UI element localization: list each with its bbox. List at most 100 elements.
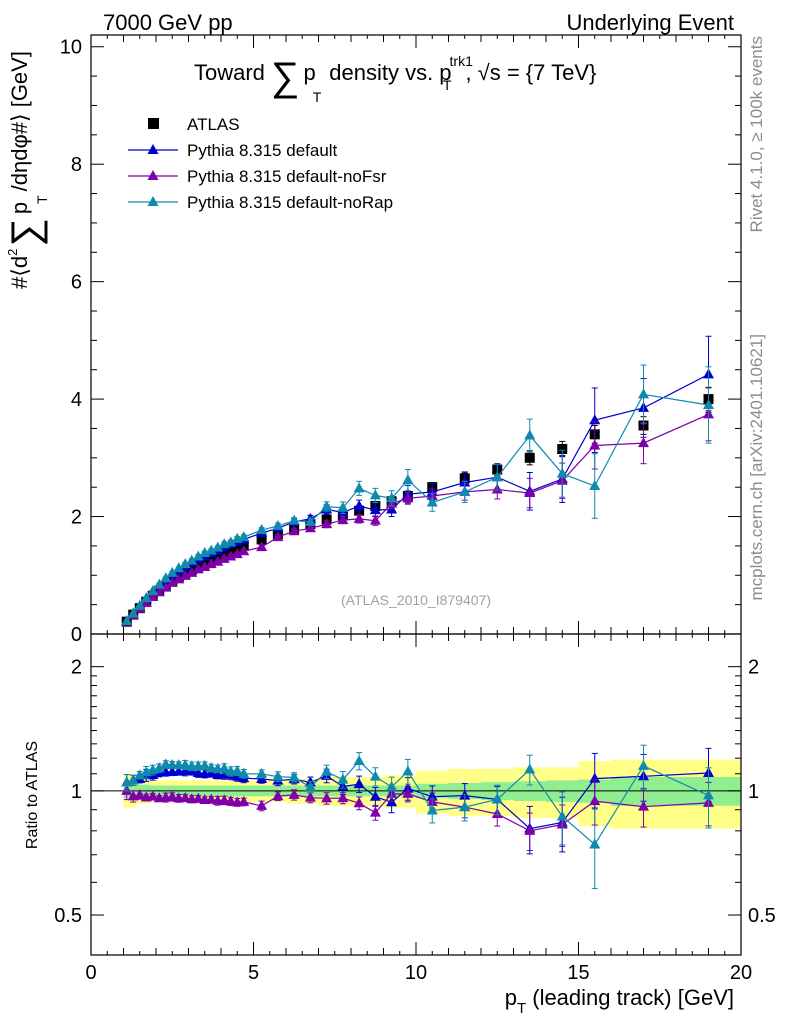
ratio-point xyxy=(638,800,649,811)
mcplots-label: mcplots.cern.ch [arXiv:2401.10621] xyxy=(747,334,766,600)
ratio-tick-label-right: 0.5 xyxy=(748,905,776,927)
ratio-point xyxy=(353,797,365,808)
mc-point xyxy=(321,500,333,511)
legend-label: Pythia 8.315 default-noFsr xyxy=(187,167,387,186)
mc-point xyxy=(491,471,503,482)
ratio-point xyxy=(134,788,146,799)
ratio-point xyxy=(218,794,230,805)
mc-point xyxy=(256,524,268,535)
mc-point xyxy=(231,548,243,559)
data-point xyxy=(557,444,568,455)
ratio-point xyxy=(459,801,471,812)
legend-label: ATLAS xyxy=(187,115,240,134)
mc-point xyxy=(212,555,224,566)
ratio-point xyxy=(231,764,243,775)
ratio-point xyxy=(402,787,414,798)
ratio-point xyxy=(321,792,333,803)
y-tick-label: 8 xyxy=(71,154,82,176)
x-tick-label: 0 xyxy=(85,962,96,984)
y-tick-label: 4 xyxy=(71,389,82,411)
mc-point xyxy=(147,585,159,596)
mc-point xyxy=(703,398,714,409)
mc-point xyxy=(166,576,178,587)
mc-point xyxy=(426,496,438,507)
x-axis-label: pT (leading track) [GeV] xyxy=(505,985,734,1017)
mc-point xyxy=(353,499,365,510)
plot-title: Toward ∑ p Tdensity vs. ptrk1 T, √s = {7 TeV… xyxy=(194,53,596,105)
mc-point xyxy=(459,485,471,496)
ratio-point xyxy=(353,755,365,766)
ratio-point xyxy=(288,771,300,782)
ratio-point xyxy=(205,761,217,772)
mc-point xyxy=(337,514,349,525)
ratio-point xyxy=(369,790,381,801)
mc-point xyxy=(173,573,185,584)
legend-marker xyxy=(147,170,159,180)
mc-point xyxy=(160,572,172,583)
ratio-point xyxy=(304,781,316,792)
mc-point xyxy=(173,562,185,573)
ratio-point xyxy=(524,824,536,835)
ratio-point xyxy=(589,795,601,806)
rivet-label: Rivet 4.1.0, ≥ 100k events xyxy=(747,36,766,232)
mc-point xyxy=(337,501,349,512)
mc-point xyxy=(288,525,300,536)
mc-point xyxy=(589,480,601,491)
ratio-point xyxy=(238,767,250,778)
y-tick-label: 2 xyxy=(71,507,82,529)
ratio-point xyxy=(524,763,536,774)
mc-point xyxy=(321,518,333,529)
y-axis-label: #⟨d2∑pT/dηdφ#⟩ [GeV] xyxy=(4,51,50,289)
ratio-point xyxy=(556,810,568,821)
mc-point xyxy=(199,561,211,572)
ratio-point xyxy=(166,790,178,801)
mc-point xyxy=(638,437,649,448)
ratio-point xyxy=(589,838,601,849)
mc-point xyxy=(369,489,381,500)
ratio-point xyxy=(225,795,237,806)
ratio-point xyxy=(288,788,300,799)
ratio-point xyxy=(205,793,217,804)
header-right: Underlying Event xyxy=(566,10,734,35)
analysis-watermark: (ATLAS_2010_I879407) xyxy=(341,592,491,608)
x-tick-label: 20 xyxy=(730,962,752,984)
ratio-tick-label-left: 0.5 xyxy=(54,905,82,927)
ratio-tick-label-left: 1 xyxy=(71,781,82,803)
ratio-point xyxy=(272,790,284,801)
ratio-point xyxy=(147,790,159,801)
ratio-point xyxy=(179,758,191,769)
ratio-point xyxy=(491,793,503,804)
mc-point xyxy=(353,512,365,523)
ratio-tick-label-left: 2 xyxy=(71,657,82,679)
mc-point xyxy=(272,519,284,530)
y-tick-label: 6 xyxy=(71,272,82,294)
series-atlas xyxy=(121,386,714,627)
legend-marker-atlas xyxy=(148,118,159,129)
ratio-y-axis-label: Ratio to ATLAS xyxy=(24,741,41,849)
x-tick-label: 10 xyxy=(405,962,427,984)
ratio-point xyxy=(386,780,398,791)
mc-point xyxy=(556,467,568,478)
mc-point xyxy=(638,388,649,399)
ratio-point xyxy=(703,789,714,800)
mc-point xyxy=(369,514,381,525)
mc-point xyxy=(186,554,198,565)
series-norap xyxy=(121,364,714,890)
mc-point xyxy=(353,482,365,493)
ratio-point xyxy=(321,765,333,776)
data-point xyxy=(524,452,535,463)
y-tick-label: 10 xyxy=(60,37,82,59)
ratio-point xyxy=(153,762,165,773)
series-line xyxy=(126,393,709,622)
mc-point xyxy=(402,474,414,485)
ratio-point xyxy=(256,767,268,778)
mc-point xyxy=(238,545,250,556)
mc-point xyxy=(524,487,536,498)
legend-label: Pythia 8.315 default-noRap xyxy=(187,193,393,212)
mc-point xyxy=(238,531,250,542)
ratio-point xyxy=(127,774,139,785)
mc-point xyxy=(402,492,414,503)
x-tick-label: 15 xyxy=(567,962,589,984)
mc-point xyxy=(205,544,217,555)
